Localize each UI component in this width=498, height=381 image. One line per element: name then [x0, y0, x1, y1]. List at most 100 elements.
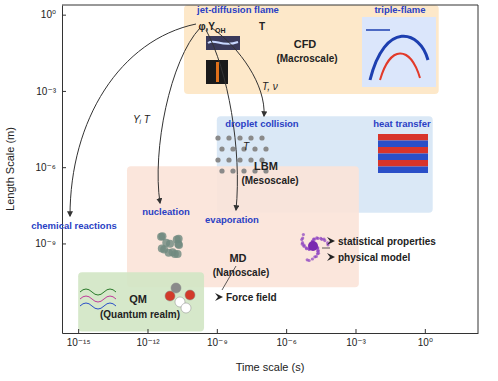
- annotation: QM: [129, 293, 147, 305]
- tick: 10⁻¹⁵: [67, 329, 91, 348]
- x-axis: 10⁻¹⁵ 10⁻¹² 10⁻⁹ 10⁻⁶ 10⁻³ 10⁰: [63, 329, 479, 348]
- annotation: heat transfer: [373, 118, 431, 129]
- tick-mark: [355, 329, 356, 333]
- arrow-label: T, ν: [262, 81, 278, 92]
- icon: [248, 157, 253, 162]
- annotation-text: LBM: [254, 160, 278, 172]
- tick-label: 10⁻³: [346, 337, 366, 348]
- tick-label: 10⁰: [41, 9, 56, 20]
- icon: [70, 24, 196, 216]
- icon: [378, 141, 428, 148]
- tick: 10⁻⁶: [35, 162, 66, 173]
- icon: [171, 283, 181, 293]
- icon: [80, 289, 116, 295]
- icon: [370, 36, 428, 80]
- icon: [322, 248, 330, 249]
- icon: [241, 168, 246, 173]
- annotation-text: CFD: [294, 38, 317, 50]
- icon: [212, 28, 264, 116]
- annotation-sub: OH: [215, 27, 226, 34]
- annotation-text: (Macroscale): [276, 53, 337, 64]
- icon: [237, 157, 242, 162]
- tick: 10⁻³: [346, 329, 366, 348]
- tick-label: 10⁰: [418, 337, 433, 348]
- icon: [158, 245, 166, 253]
- icon: [302, 233, 305, 236]
- icon: [316, 237, 319, 240]
- bullet-text: Force field: [226, 292, 277, 303]
- bullet-text: statistical properties: [338, 236, 436, 247]
- tick-mark: [147, 329, 148, 333]
- regions: [78, 5, 439, 332]
- annotation-text: (Mesoscale): [241, 175, 298, 186]
- tick-label: 10⁻⁶: [276, 337, 297, 348]
- icon: [323, 239, 326, 242]
- icon: [230, 146, 235, 151]
- icons: [70, 17, 436, 313]
- tick: 10⁻⁹: [35, 238, 66, 249]
- icon: [263, 146, 268, 151]
- y-title: Length Scale (m): [4, 127, 16, 211]
- tick-mark: [78, 329, 79, 333]
- icon: [302, 244, 305, 247]
- annotation-text: MD: [229, 252, 246, 264]
- icon: [158, 28, 200, 203]
- icon: [185, 290, 195, 300]
- tick-label: 10⁻⁹: [207, 337, 228, 348]
- tick-mark: [286, 329, 287, 333]
- icon: [80, 296, 116, 302]
- icon: [362, 17, 436, 87]
- annotation-text: chemical reactions: [31, 220, 117, 231]
- diagram: 10⁻¹⁵ 10⁻¹² 10⁻⁹ 10⁻⁶ 10⁻³ 10⁰ 10⁻⁹ 10⁻⁶ 10⁻³ 10⁰…: [0, 0, 498, 381]
- icon: [313, 255, 316, 258]
- icon: [366, 29, 390, 31]
- icon: [215, 135, 220, 140]
- frame: [62, 5, 478, 333]
- region: [78, 272, 204, 331]
- annotation-text: droplet collision: [225, 118, 299, 129]
- axis-line: [63, 333, 479, 334]
- icon: [166, 240, 174, 248]
- tick: 10⁰: [41, 9, 66, 20]
- icon: [174, 250, 182, 258]
- icon: [219, 168, 224, 173]
- icon: [174, 240, 182, 248]
- annotation: triple-flame: [374, 4, 425, 15]
- tick-mark: [62, 167, 66, 168]
- icon: [380, 53, 420, 80]
- axis-line: [62, 6, 63, 334]
- icon: [378, 160, 428, 167]
- icon: [259, 135, 264, 140]
- annotation: T: [259, 21, 265, 32]
- tick-label: 10⁻⁶: [35, 162, 56, 173]
- icon: [308, 241, 318, 251]
- bullet-icon: [215, 293, 223, 301]
- bullet-text: physical model: [338, 252, 410, 263]
- annotation-text: (Quantum realm): [100, 309, 180, 320]
- region: [127, 166, 359, 287]
- icon: [252, 146, 257, 151]
- tick: 10⁻³: [36, 86, 66, 97]
- region: [184, 5, 439, 94]
- bullet-icon: [327, 253, 335, 261]
- tick-label: 10⁻⁹: [35, 238, 56, 249]
- annotation-text: jet-diffusion flame: [196, 4, 279, 15]
- tick: 10⁻¹²: [136, 329, 160, 348]
- annotation-text: (Nanoscale): [213, 267, 270, 278]
- icon: [378, 134, 428, 141]
- icon: [306, 258, 309, 261]
- annotation: (Quantum realm): [100, 309, 180, 320]
- tick-label: 10⁻³: [36, 86, 56, 97]
- annotation: LBM: [254, 160, 278, 172]
- icon: [311, 257, 314, 260]
- icon: [215, 157, 220, 162]
- annotation: (Mesoscale): [241, 175, 298, 186]
- annotation-text: heat transfer: [373, 118, 431, 129]
- icon: [248, 135, 253, 140]
- icon: [165, 249, 173, 257]
- annotation: jet-diffusion flame: [196, 4, 279, 15]
- annotation-text: φ,Y: [198, 21, 215, 32]
- x-title: Time scale (s): [236, 361, 305, 373]
- icon: [316, 250, 319, 253]
- icon: [216, 62, 219, 82]
